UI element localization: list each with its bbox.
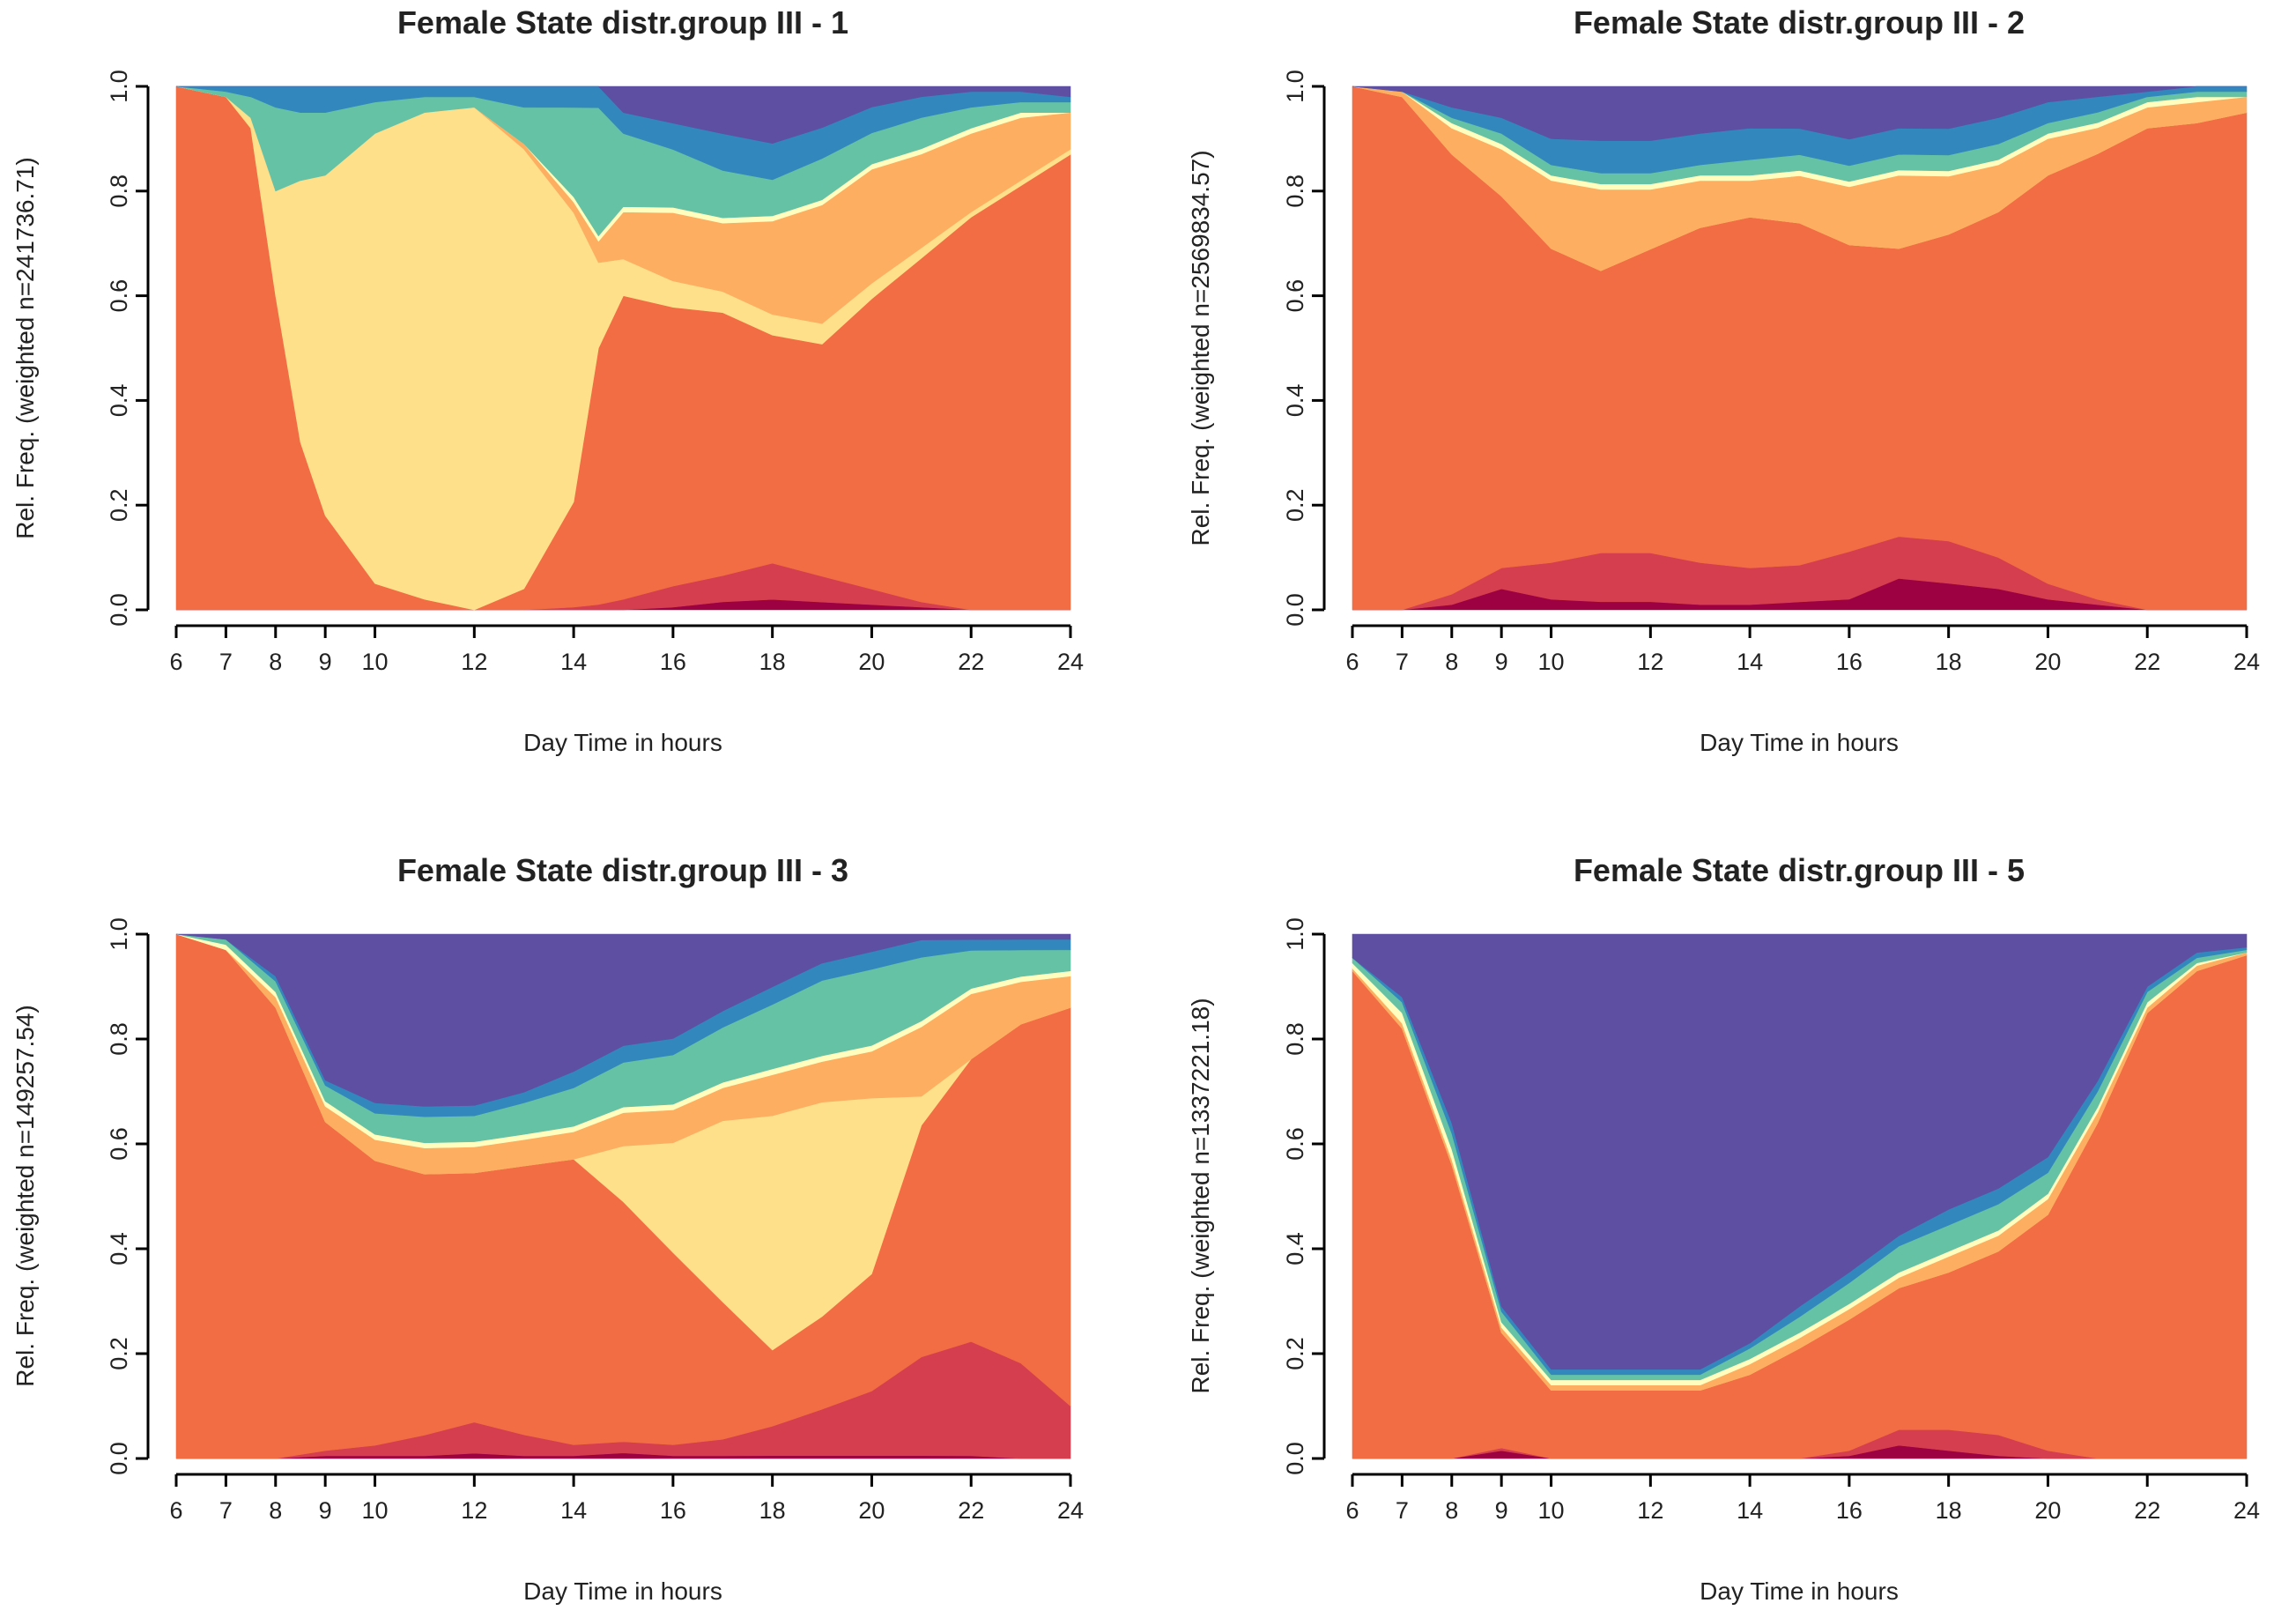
chart-panel-2: Female State distr.group III - 2 0.00.20… [1187,4,2260,756]
x-tick-label: 20 [2034,1497,2061,1524]
area-series-state-9 [1352,85,2247,141]
y-tick-label: 0.6 [1282,279,1308,313]
x-tick-label: 16 [1836,1497,1863,1524]
x-tick-label: 8 [269,649,282,675]
x-tick-label: 22 [958,1497,984,1524]
plot-area: 0.0 0.2 0.4 0.6 0.8 1.0 6 7 8 9 10 12 14 16 18 20 22 24 [106,917,1084,1524]
plot-area: 0.0 0.2 0.4 0.6 0.8 1.0 6 7 8 9 10 12 14 16 18 20 22 24 [1282,70,2260,675]
y-tick-label: 0.0 [1282,593,1308,627]
x-tick-label: 9 [319,649,332,675]
x-tick-label: 8 [1445,1497,1458,1524]
x-tick-label: 12 [461,1497,487,1524]
x-tick-label: 12 [1637,649,1663,675]
x-tick-label: 12 [1637,1497,1663,1524]
x-tick-label: 20 [2034,649,2061,675]
y-tick-label: 0.2 [1282,1337,1308,1370]
x-tick-label: 18 [759,649,786,675]
y-tick-label: 0.6 [106,1127,132,1161]
x-tick-label: 6 [1345,1497,1359,1524]
x-tick-label: 7 [1396,649,1409,675]
x-tick-label: 22 [2134,649,2160,675]
x-tick-label: 14 [1737,649,1763,675]
x-tick-label: 10 [1538,1497,1565,1524]
x-tick-label: 10 [362,649,389,675]
x-tick-label: 10 [1538,649,1565,675]
x-tick-label: 6 [169,1497,182,1524]
y-tick-label: 0.0 [106,1442,132,1475]
x-tick-label: 6 [1345,649,1359,675]
x-tick-label: 12 [461,649,487,675]
chart-panel-4: Female State distr.group III - 5 0.00.20… [1187,852,2260,1605]
y-tick-label: 0.6 [106,279,132,313]
x-axis-label: Day Time in hours [1700,1577,1899,1605]
y-tick-label: 1.0 [106,70,132,103]
x-tick-label: 7 [1396,1497,1409,1524]
y-tick-label: 0.0 [106,593,132,627]
chart-panel-1: Female State distr.group III - 1 0.00.20… [11,4,1084,756]
chart-title: Female State distr.group III - 1 [397,4,848,41]
x-tick-label: 8 [269,1497,282,1524]
x-tick-label: 16 [660,1497,686,1524]
y-tick-label: 0.2 [1282,488,1308,522]
y-tick-label: 0.6 [1282,1127,1308,1161]
area-series-state-9 [176,85,1071,145]
x-tick-label: 7 [219,649,233,675]
x-tick-label: 24 [1057,649,1084,675]
y-tick-label: 1.0 [1282,70,1308,103]
y-axis-label: Rel. Freq. (weighted n=1337221.18) [1187,998,1214,1393]
x-axis-label: Day Time in hours [523,1577,722,1605]
x-tick-label: 20 [858,649,885,675]
y-axis-label: Rel. Freq. (weighted n=241736.71) [11,157,39,539]
x-tick-label: 20 [858,1497,885,1524]
y-tick-label: 0.4 [106,384,132,418]
y-tick-label: 0.4 [1282,384,1308,418]
x-axis-label: Day Time in hours [523,729,722,756]
x-tick-label: 8 [1445,649,1458,675]
plot-area: 0.0 0.2 0.4 0.6 0.8 1.0 6 7 8 9 10 12 14 16 18 20 22 24 [106,70,1084,675]
y-tick-label: 0.2 [106,488,132,522]
y-tick-label: 0.4 [1282,1232,1308,1265]
y-tick-label: 0.8 [1282,174,1308,208]
x-tick-label: 24 [2233,1497,2260,1524]
area-series-state-9 [1352,933,2248,1370]
y-tick-label: 0.8 [1282,1022,1308,1056]
chart-panel-3: Female State distr.group III - 3 0.00.20… [11,852,1084,1605]
y-axis-label: Rel. Freq. (weighted n=149257.54) [11,1005,39,1387]
y-tick-label: 0.2 [106,1337,132,1370]
y-tick-label: 0.8 [106,174,132,208]
x-tick-label: 9 [1495,1497,1508,1524]
x-tick-label: 24 [1057,1497,1084,1524]
x-tick-label: 18 [759,1497,786,1524]
x-tick-label: 22 [2134,1497,2160,1524]
x-tick-label: 24 [2233,649,2260,675]
y-tick-label: 1.0 [106,917,132,951]
x-tick-label: 16 [660,649,686,675]
x-tick-label: 14 [1737,1497,1763,1524]
x-tick-label: 16 [1836,649,1863,675]
y-tick-label: 0.0 [1282,1442,1308,1475]
area-series-state-9 [175,933,1071,1107]
x-tick-label: 14 [560,1497,587,1524]
x-tick-label: 22 [958,649,984,675]
x-tick-label: 9 [1495,649,1508,675]
x-tick-label: 18 [1936,1497,1962,1524]
y-tick-label: 1.0 [1282,917,1308,951]
x-tick-label: 18 [1936,649,1962,675]
chart-title: Female State distr.group III - 3 [397,852,848,888]
chart-title: Female State distr.group III - 2 [1574,4,2025,41]
plot-area: 0.0 0.2 0.4 0.6 0.8 1.0 6 7 8 9 10 12 14 16 18 20 22 24 [1282,917,2260,1524]
y-tick-label: 0.4 [106,1232,132,1265]
y-tick-label: 0.8 [106,1022,132,1056]
x-tick-label: 6 [169,649,182,675]
x-tick-label: 14 [560,649,587,675]
x-axis-label: Day Time in hours [1700,729,1899,756]
x-tick-label: 9 [319,1497,332,1524]
x-tick-label: 10 [362,1497,389,1524]
y-axis-label: Rel. Freq. (weighted n=2569834.57) [1187,150,1214,546]
x-tick-label: 7 [219,1497,233,1524]
chart-title: Female State distr.group III - 5 [1574,852,2025,888]
